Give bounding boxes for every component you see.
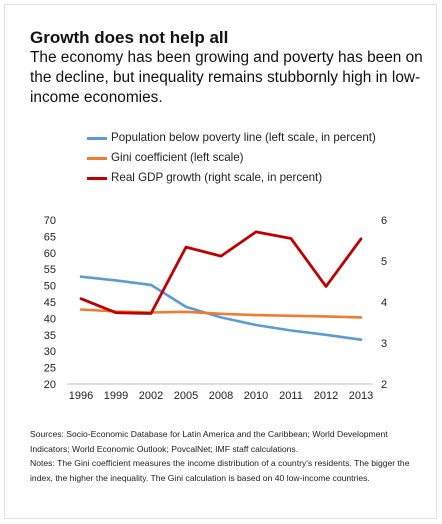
- legend-swatch-gini: [87, 157, 107, 160]
- legend-label-poverty: Population below poverty line (left scal…: [111, 131, 376, 144]
- x-tick-label-6: 2011: [279, 390, 303, 402]
- left-tick-label-3: 35: [44, 330, 56, 342]
- left-tick-label-0: 20: [44, 379, 56, 391]
- legend-item-gini: Gini coefficient (left scale): [87, 148, 376, 168]
- right-tick-label-0: 2: [381, 379, 387, 391]
- right-tick-label-2: 4: [381, 297, 387, 309]
- chart-title: Growth does not help all: [30, 28, 229, 47]
- left-tick-label-4: 40: [44, 313, 56, 325]
- x-tick-label-0: 1996: [69, 390, 93, 402]
- left-tick-label-1: 25: [44, 363, 56, 375]
- left-tick-label-5: 45: [44, 297, 56, 309]
- legend-swatch-poverty: [87, 137, 107, 140]
- left-tick-label-7: 55: [44, 264, 56, 276]
- x-tick-label-5: 2010: [244, 390, 268, 402]
- legend-swatch-gdp: [87, 177, 107, 180]
- left-tick-label-6: 50: [44, 281, 56, 293]
- right-tick-label-1: 3: [381, 338, 387, 350]
- x-tick-label-8: 2013: [349, 390, 373, 402]
- right-tick-label-4: 6: [381, 215, 387, 227]
- series-line-gdp: [79, 230, 363, 315]
- figure-frame: [4, 4, 437, 519]
- chart-subtitle: The economy has been growing and poverty…: [30, 49, 423, 106]
- x-tick-label-1: 1999: [104, 390, 128, 402]
- gini-note: Notes: The Gini coefficient measures the…: [30, 458, 410, 483]
- sources-note: Sources: Socio-Economic Database for Lat…: [30, 429, 388, 454]
- left-tick-label-8: 60: [44, 248, 56, 260]
- left-tick-label-2: 30: [44, 346, 56, 358]
- legend-label-gdp: Real GDP growth (right scale, in percent…: [111, 171, 323, 184]
- x-tick-label-3: 2005: [174, 390, 198, 402]
- chart-legend: Population below poverty line (left scal…: [87, 128, 376, 188]
- legend-label-gini: Gini coefficient (left scale): [111, 151, 244, 164]
- x-tick-label-2: 2002: [139, 390, 163, 402]
- right-tick-label-3: 5: [381, 256, 387, 268]
- left-tick-label-10: 70: [44, 215, 56, 227]
- chart-notes: Sources: Socio-Economic Database for Lat…: [30, 427, 425, 485]
- legend-item-poverty: Population below poverty line (left scal…: [87, 128, 376, 148]
- left-tick-label-9: 65: [44, 231, 56, 243]
- legend-item-gdp: Real GDP growth (right scale, in percent…: [87, 168, 376, 188]
- series-line-poverty: [79, 275, 363, 341]
- x-tick-label-4: 2008: [209, 390, 233, 402]
- x-tick-label-7: 2012: [314, 390, 338, 402]
